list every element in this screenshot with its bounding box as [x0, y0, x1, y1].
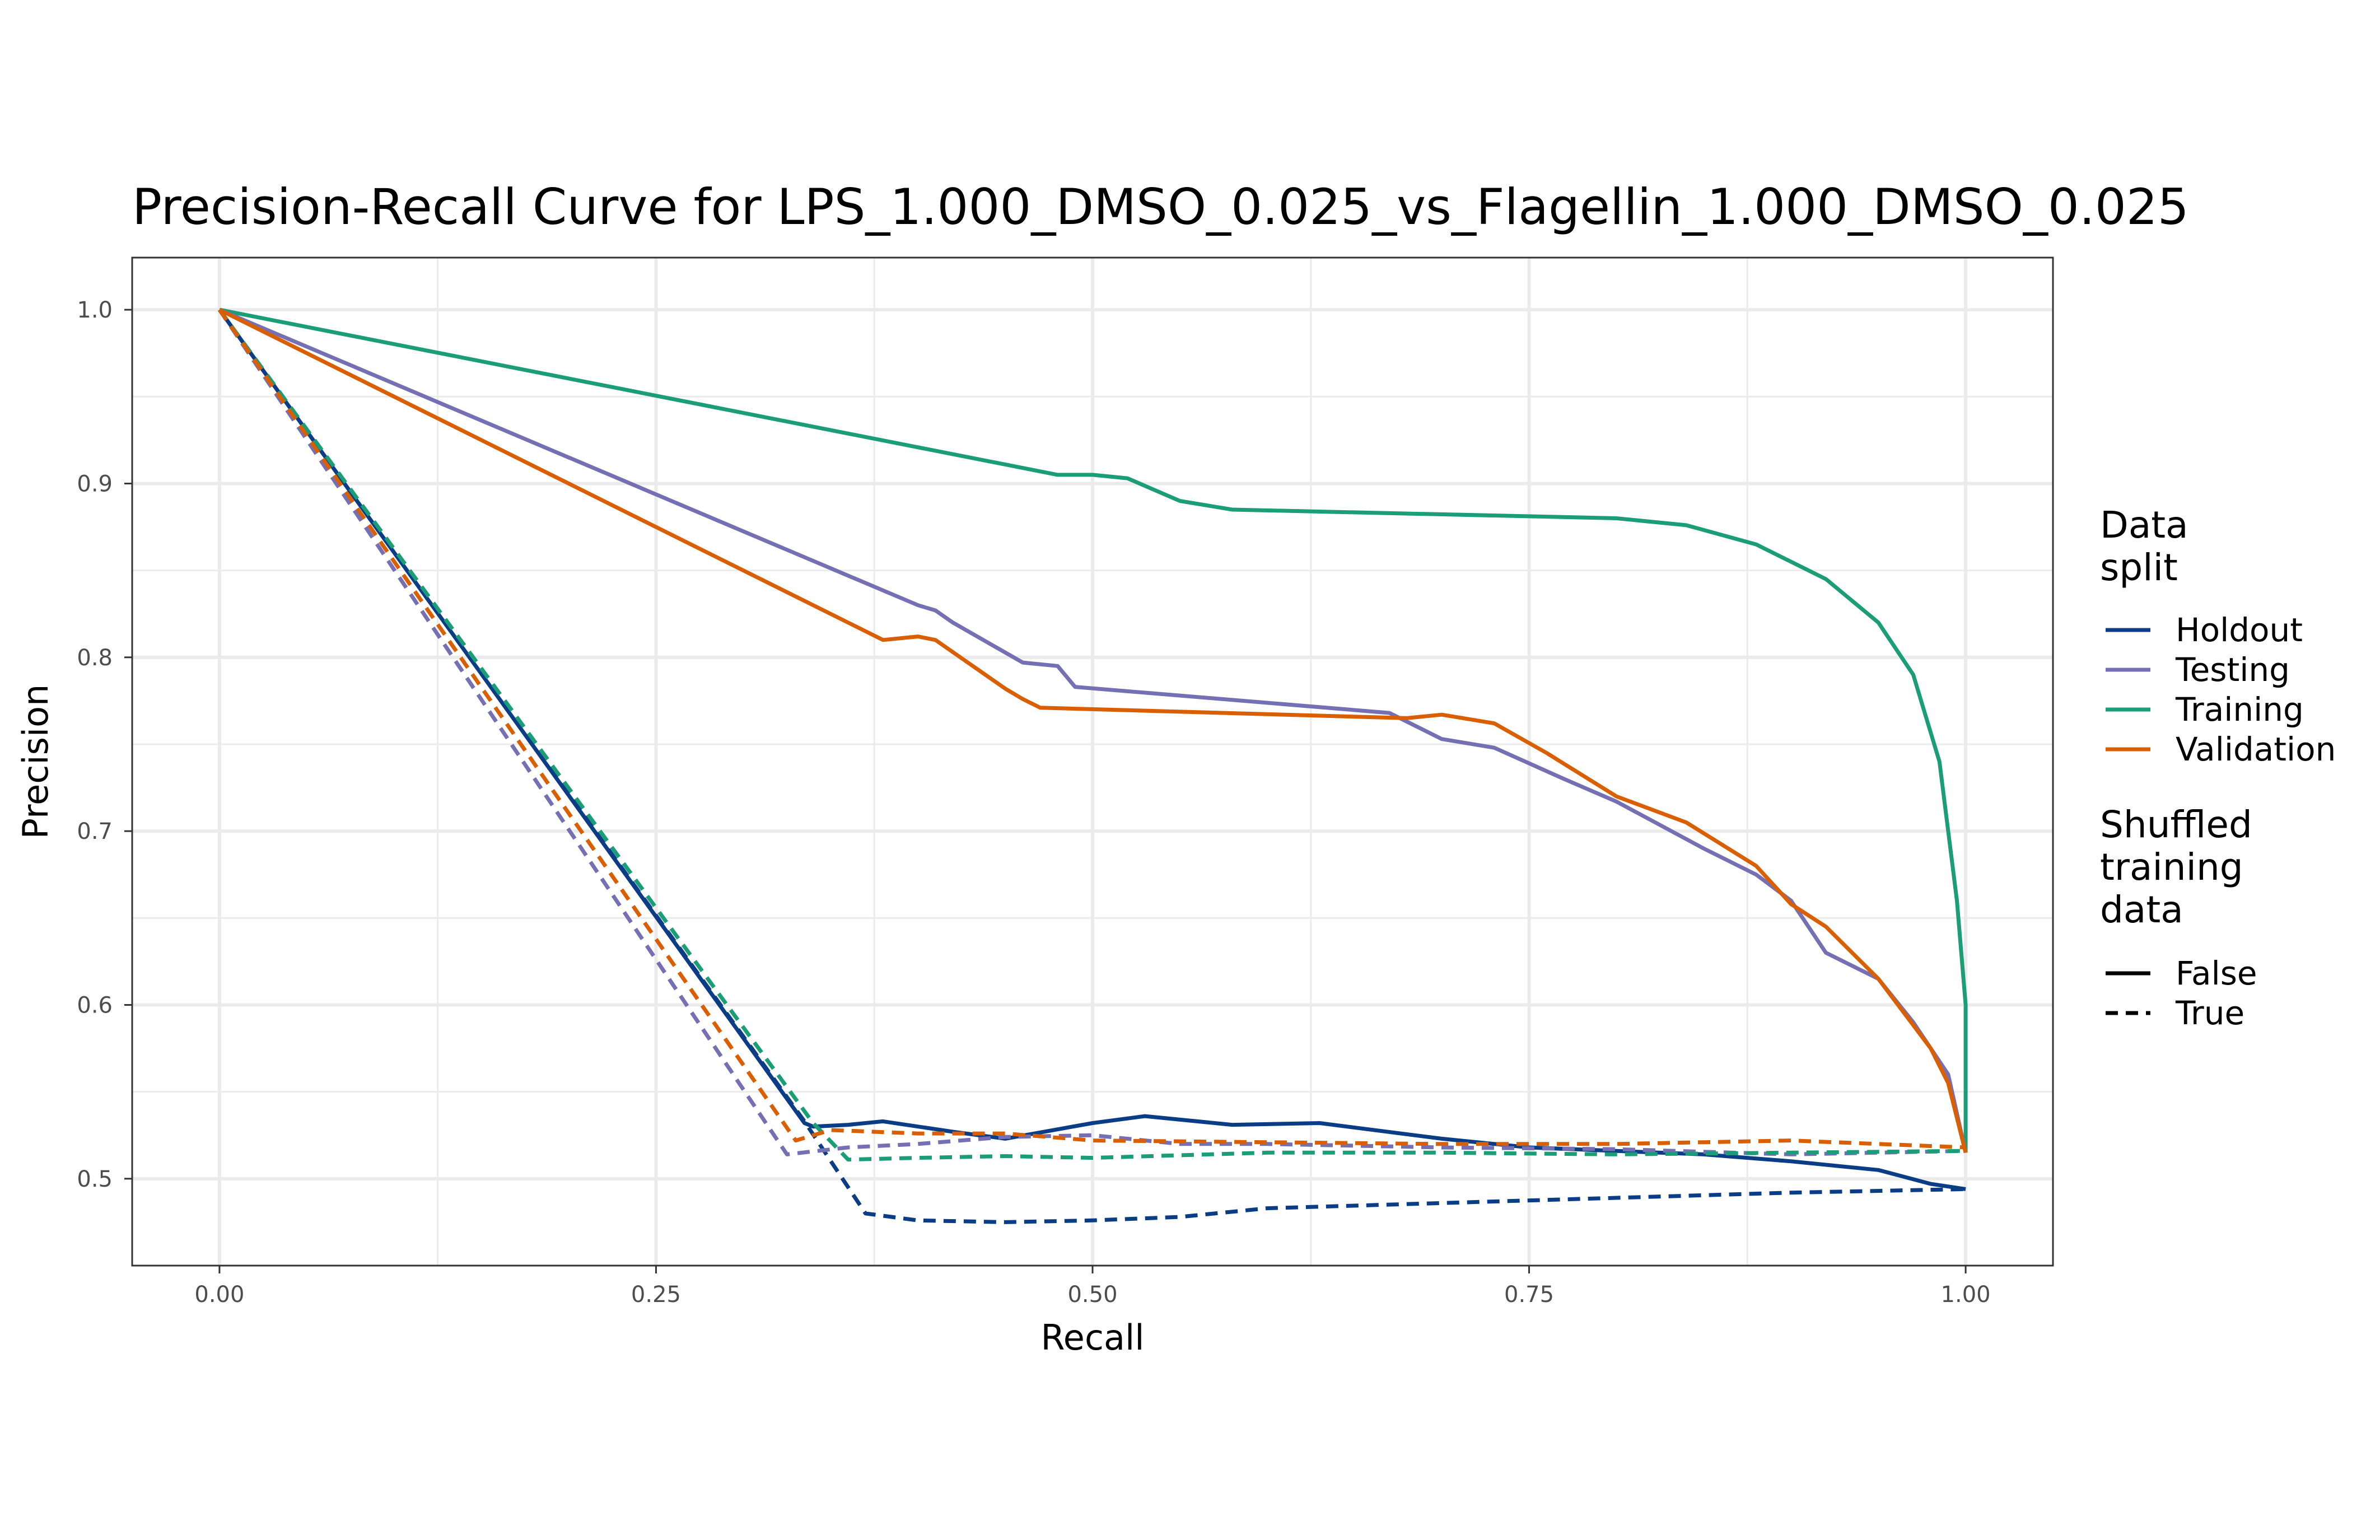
- x-tick-label: 0.75: [1504, 1282, 1554, 1308]
- series-testing-shuffled-line: [217, 309, 1966, 1156]
- legend-linetype-title: data: [2100, 888, 2183, 931]
- legend-label-training: Training: [2175, 690, 2304, 729]
- y-tick-label: 0.6: [77, 992, 113, 1018]
- x-axis: 0.00 0.25 0.50 0.75 1.00: [194, 1266, 1991, 1308]
- y-axis-title: Precision: [15, 684, 56, 839]
- legend-color-title: split: [2100, 546, 2178, 589]
- x-axis-title: Recall: [1041, 1317, 1145, 1358]
- grid-major: [132, 258, 2053, 1266]
- y-tick-label: 1.0: [77, 297, 113, 323]
- legend-label-testing: Testing: [2175, 651, 2290, 689]
- x-tick-label: 0.25: [631, 1282, 681, 1308]
- series-training-shuffled-line: [218, 309, 1966, 1162]
- y-axis: 0.5 0.6 0.7 0.8 0.9 1.0: [77, 297, 132, 1192]
- legend-label-holdout: Holdout: [2176, 611, 2303, 649]
- x-tick-label: 0.00: [194, 1282, 244, 1308]
- series-validation-shuffled-line: [218, 309, 1966, 1150]
- legend-label-validation: Validation: [2176, 730, 2336, 768]
- series-testing-line: [218, 307, 1968, 1154]
- x-tick-label: 0.50: [1067, 1282, 1117, 1308]
- series-holdout-line: [218, 309, 1966, 1191]
- chart-title: Precision-Recall Curve for LPS_1.000_DMS…: [132, 178, 2189, 236]
- series-layer: [217, 307, 1968, 1224]
- y-tick-label: 0.5: [77, 1166, 113, 1192]
- series-holdout-shuffled-line: [218, 309, 1966, 1224]
- legend-label-true: True: [2175, 994, 2244, 1032]
- series-training-line: [219, 307, 1968, 1153]
- legend-color-title: Data: [2100, 503, 2188, 547]
- y-tick-label: 0.9: [77, 471, 113, 497]
- y-tick-label: 0.7: [77, 819, 113, 844]
- y-tick-label: 0.8: [77, 645, 113, 671]
- series-validation-line: [218, 307, 1968, 1154]
- x-tick-label: 1.00: [1941, 1282, 1991, 1308]
- legend-linetype-title: Shuffled: [2100, 803, 2252, 846]
- legend-linetype-title: training: [2100, 846, 2243, 889]
- legend-label-false: False: [2176, 954, 2257, 992]
